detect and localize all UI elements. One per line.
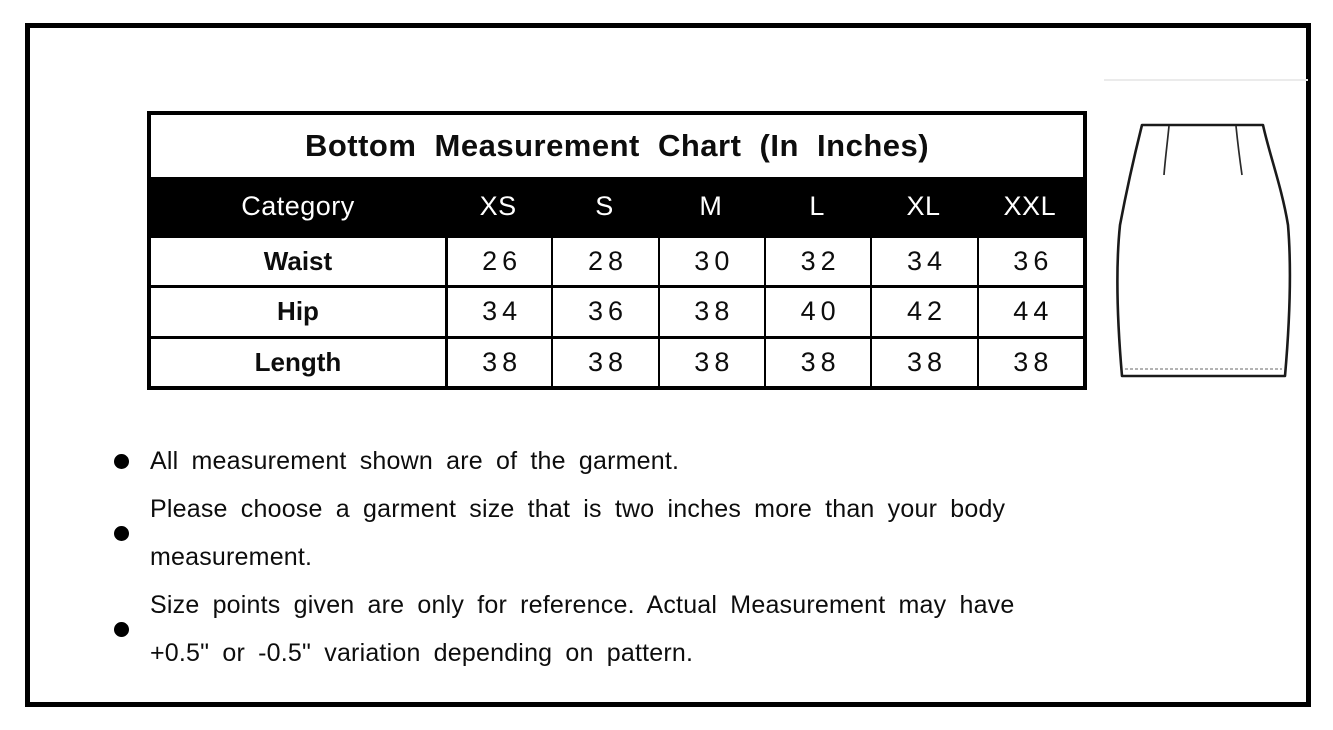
note-line: Size points given are only for reference… bbox=[150, 591, 1015, 619]
note-text: All measurement shown are of the garment… bbox=[150, 437, 1114, 485]
waist-xxl: 36 bbox=[976, 238, 1083, 286]
skirt-outline bbox=[1116, 123, 1292, 378]
table-row-waist: Waist 26 28 30 32 34 36 bbox=[151, 235, 1083, 286]
bullet-icon bbox=[114, 621, 129, 637]
hip-m: 38 bbox=[657, 288, 764, 336]
length-m: 38 bbox=[657, 338, 764, 386]
image-border-frame: Bottom Measurement Chart (In Inches) Cat… bbox=[25, 23, 1311, 707]
table-row-length: Length 38 38 38 38 38 38 bbox=[151, 335, 1083, 386]
hip-xxl: 44 bbox=[976, 288, 1083, 336]
length-s: 38 bbox=[551, 338, 657, 386]
header-xl: XL bbox=[906, 190, 941, 221]
bullet-icon bbox=[114, 453, 129, 469]
bullet-icon bbox=[114, 525, 129, 541]
row-label-waist: Waist bbox=[263, 246, 333, 277]
hip-s: 36 bbox=[551, 288, 657, 336]
length-xs: 38 bbox=[445, 338, 551, 386]
chart-title: Bottom Measurement Chart (In Inches) bbox=[304, 128, 930, 163]
length-l: 38 bbox=[764, 338, 870, 386]
waist-l: 32 bbox=[764, 238, 870, 286]
table-header-row: Category XS S M L XL XXL bbox=[151, 177, 1083, 235]
note-line: measurement. bbox=[150, 543, 313, 571]
header-m: M bbox=[699, 190, 723, 221]
note-item-size-advice: Please choose a garment size that is two… bbox=[114, 485, 1114, 581]
header-l: L bbox=[809, 190, 825, 221]
hip-l: 40 bbox=[764, 288, 870, 336]
hip-xs: 34 bbox=[445, 288, 551, 336]
skirt-dart-right bbox=[1235, 125, 1243, 176]
header-category: Category bbox=[241, 190, 355, 221]
row-label-hip: Hip bbox=[277, 296, 319, 327]
skirt-dart-left bbox=[1163, 125, 1170, 176]
note-line: All measurement shown are of the garment… bbox=[150, 447, 680, 475]
waist-xl: 34 bbox=[870, 238, 976, 286]
row-label-length: Length bbox=[254, 346, 342, 377]
note-item-garment: All measurement shown are of the garment… bbox=[114, 437, 1114, 485]
size-chart-table: Bottom Measurement Chart (In Inches) Cat… bbox=[147, 111, 1087, 390]
table-row-hip: Hip 34 36 38 40 42 44 bbox=[151, 285, 1083, 336]
skirt-illustration-icon bbox=[1104, 79, 1308, 378]
header-s: S bbox=[595, 190, 614, 221]
header-xs: XS bbox=[479, 190, 517, 221]
waist-m: 30 bbox=[657, 238, 764, 286]
note-item-variation: Size points given are only for reference… bbox=[114, 581, 1114, 677]
notes-list: All measurement shown are of the garment… bbox=[114, 437, 1114, 677]
waist-xs: 26 bbox=[445, 238, 551, 286]
note-line: +0.5" or -0.5" variation depending on pa… bbox=[150, 639, 694, 667]
length-xl: 38 bbox=[870, 338, 976, 386]
note-text: Please choose a garment size that is two… bbox=[150, 485, 1114, 581]
hip-xl: 42 bbox=[870, 288, 976, 336]
length-xxl: 38 bbox=[976, 338, 1083, 386]
note-text: Size points given are only for reference… bbox=[150, 581, 1114, 677]
waist-s: 28 bbox=[551, 238, 657, 286]
header-xxl: XXL bbox=[1003, 190, 1057, 221]
note-line: Please choose a garment size that is two… bbox=[150, 495, 1006, 523]
